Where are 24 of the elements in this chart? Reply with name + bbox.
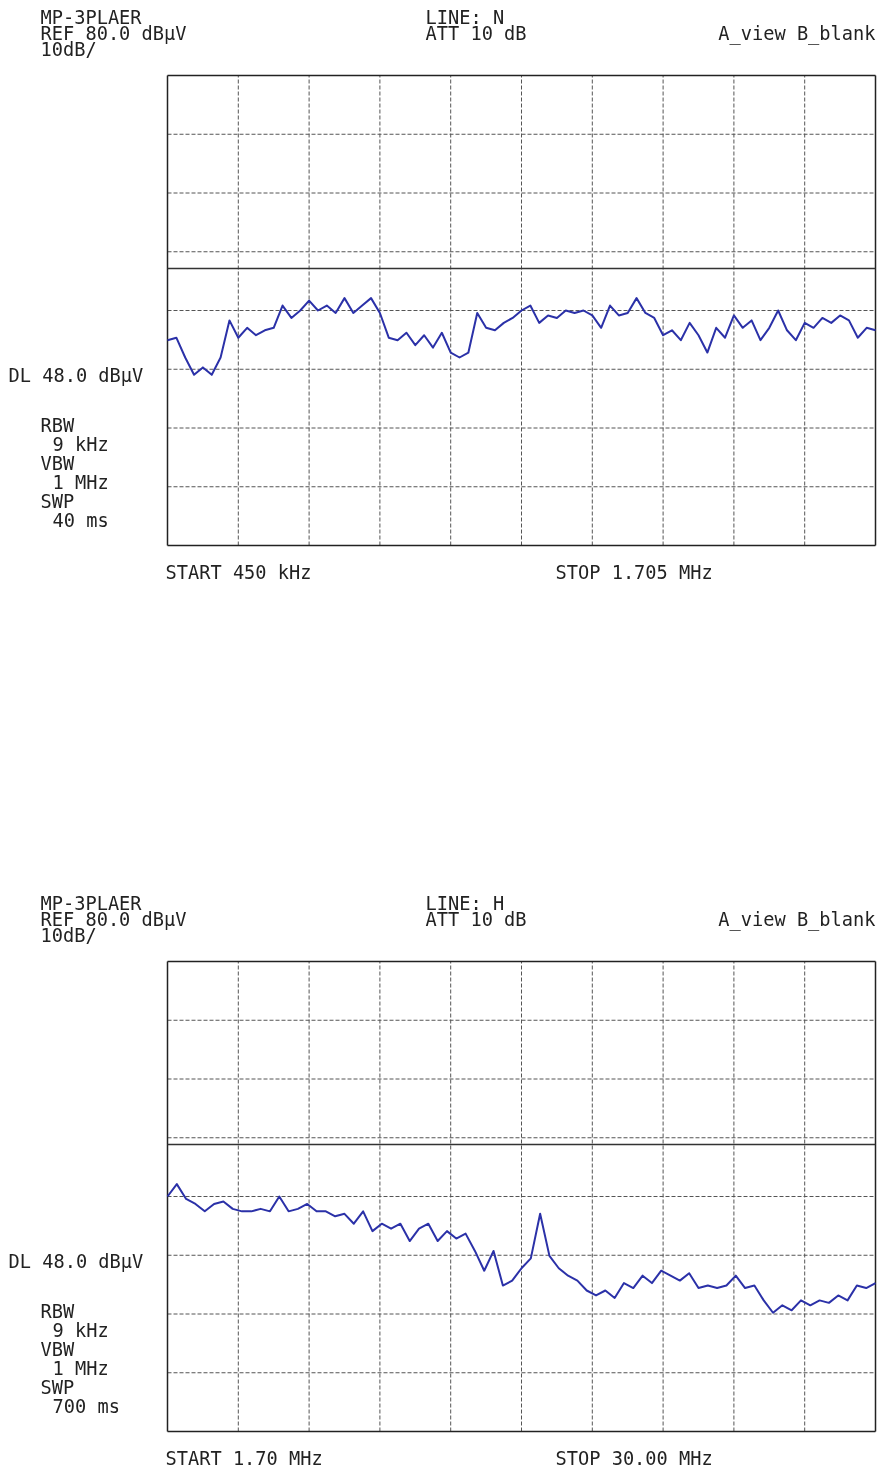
text: SWP	[40, 491, 75, 512]
text: 9 kHz	[52, 434, 109, 455]
text: A_view B_blank	[718, 909, 876, 931]
text: RBW	[40, 1301, 75, 1322]
ref-line-label: DL 48.0 dBµV	[8, 365, 144, 386]
text: STOP 30.00 MHz	[555, 1448, 713, 1469]
text: 700 ms	[52, 1396, 120, 1417]
text: START 1.70 MHz	[165, 1448, 323, 1469]
text: ATT 10 dB	[425, 23, 527, 44]
text: 1 MHz	[52, 1358, 109, 1379]
text: SWP	[40, 1377, 75, 1398]
text: STOP 1.705 MHz	[555, 562, 713, 583]
text: RBW	[40, 415, 75, 436]
text: 1 MHz	[52, 472, 109, 493]
text: 40 ms	[52, 510, 109, 531]
text: 10dB/	[40, 925, 97, 946]
text: VBW	[40, 1339, 75, 1360]
text: ATT 10 dB	[425, 909, 527, 930]
text: A_view B_blank	[718, 23, 876, 45]
text: 10dB/	[40, 39, 97, 60]
text: 9 kHz	[52, 1320, 109, 1341]
text: VBW	[40, 453, 75, 474]
text: START 450 kHz	[165, 562, 312, 583]
ref-line-label: DL 48.0 dBµV	[8, 1251, 144, 1272]
